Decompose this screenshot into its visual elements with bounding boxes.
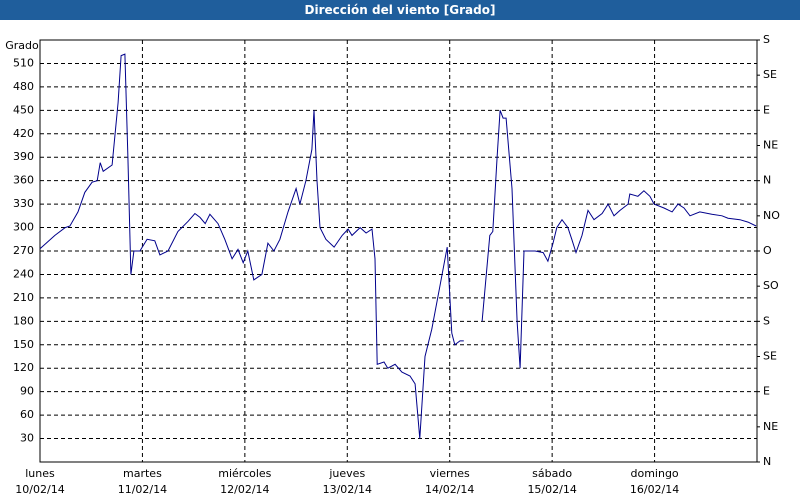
y2-tick-label: SE <box>763 350 777 363</box>
data-line <box>39 53 757 439</box>
x-tick-label: domingo <box>630 467 678 480</box>
x-tick-date: 16/02/14 <box>630 483 679 496</box>
y-tick-label: 420 <box>13 127 34 140</box>
x-tick-label: miércoles <box>218 467 271 480</box>
y-tick-label: 360 <box>13 174 34 187</box>
chart-title: Dirección del viento [Grado] <box>0 0 800 20</box>
y2-tick-label: S <box>763 314 770 327</box>
y-tick-label: 390 <box>13 150 34 163</box>
x-tick-label: viernes <box>430 467 470 480</box>
y2-tick-label: NE <box>763 420 778 433</box>
y2-tick-label: E <box>763 385 770 398</box>
y2-tick-label: E <box>763 103 770 116</box>
y-tick-label: 120 <box>13 361 34 374</box>
x-tick-date: 14/02/14 <box>425 483 474 496</box>
x-tick-date: 13/02/14 <box>323 483 372 496</box>
y-tick-label: 480 <box>13 80 34 93</box>
y-tick-label: 240 <box>13 267 34 280</box>
y-axis-label: Grado <box>5 39 39 52</box>
y-tick-label: 90 <box>20 385 34 398</box>
y-tick-label: 300 <box>13 221 34 234</box>
x-tick-label: lunes <box>25 467 55 480</box>
x-tick-date: 10/02/14 <box>15 483 64 496</box>
x-tick-date: 12/02/14 <box>220 483 269 496</box>
y-tick-label: 270 <box>13 244 34 257</box>
y2-tick-label: SE <box>763 68 777 81</box>
x-tick-label: sábado <box>532 467 572 480</box>
y-tick-label: 180 <box>13 314 34 327</box>
y-tick-label: 510 <box>13 56 34 69</box>
y-tick-label: 450 <box>13 103 34 116</box>
y-tick-label: 60 <box>20 408 34 421</box>
y2-tick-label: N <box>763 455 771 468</box>
y2-tick-label: S <box>763 33 770 46</box>
y2-tick-label: NE <box>763 139 778 152</box>
x-tick-label: jueves <box>328 467 365 480</box>
chart: Grado 30 60 90 120 150 180 210 240 270 300 330 360 3… <box>5 33 780 496</box>
x-tick-label: martes <box>123 467 162 480</box>
y2-tick-label: SO <box>763 279 779 292</box>
y2-tick-label: O <box>763 244 772 257</box>
x-tick-date: 11/02/14 <box>118 483 167 496</box>
y-tick-label: 150 <box>13 338 34 351</box>
y-tick-label: 210 <box>13 291 34 304</box>
y2-tick-label: NO <box>763 209 780 222</box>
y-tick-label: 330 <box>13 197 34 210</box>
x-tick-date: 15/02/14 <box>527 483 576 496</box>
y-tick-label: 30 <box>20 432 34 445</box>
y2-tick-label: N <box>763 174 771 187</box>
